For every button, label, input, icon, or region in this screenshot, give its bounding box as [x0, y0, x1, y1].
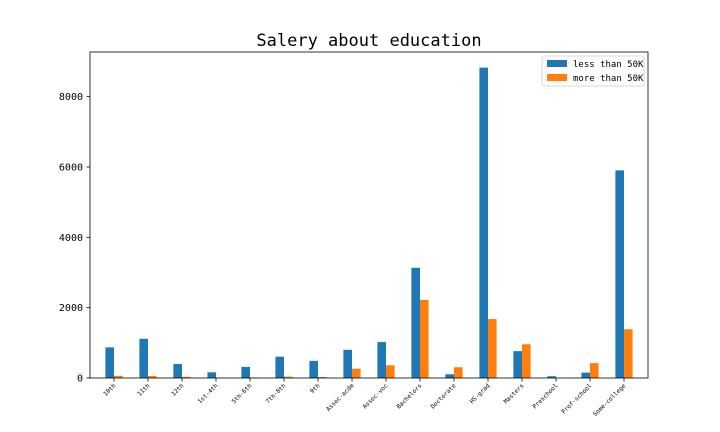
bar-doctorate-less-than-50k [445, 374, 454, 378]
x-tick-label-12th: 12th [170, 382, 185, 397]
x-tick-label-preschool: Preschool [531, 382, 559, 410]
bar-11th-less-than-50k [139, 338, 148, 378]
x-tick-label-hs-grad: HS-grad [469, 382, 492, 405]
legend: less than 50K more than 50K [541, 55, 645, 87]
bar-bachelors-less-than-50k [411, 267, 420, 378]
bar-9th-less-than-50k [309, 360, 318, 378]
bar-masters-more-than-50k [522, 344, 531, 378]
x-tick-label-1st-4th: 1st-4th [197, 382, 220, 405]
legend-label-more-than-50k: more than 50K [573, 74, 644, 84]
x-tick-label-11th: 11th [136, 382, 151, 397]
bar-12th-less-than-50k [173, 363, 182, 378]
y-tick-label: 4000 [59, 233, 83, 244]
x-tick-label-assoc-voc: Assoc-voc [361, 382, 389, 410]
bar-prof-school-more-than-50k [590, 363, 599, 378]
bar-assoc-voc-more-than-50k [386, 365, 395, 378]
x-tick-label-assoc-acdm: Assoc-acdm [325, 382, 356, 413]
bar-hs-grad-less-than-50k [479, 67, 488, 379]
bar-some-college-more-than-50k [624, 329, 633, 378]
bar-7th-8th-more-than-50k [284, 376, 293, 378]
bar-some-college-less-than-50k [615, 170, 624, 378]
bar-masters-less-than-50k [513, 351, 522, 378]
y-tick-label: 0 [77, 374, 83, 385]
bar-1st-4th-less-than-50k [207, 372, 216, 378]
y-tick-label: 6000 [59, 162, 83, 173]
x-tick-label-9th: 9th [309, 382, 322, 395]
x-tick-label-doctorate: Doctorate [429, 382, 457, 410]
bar-assoc-acdm-more-than-50k [352, 368, 361, 378]
bar-assoc-acdm-less-than-50k [343, 349, 352, 378]
bar-prof-school-less-than-50k [581, 372, 590, 378]
bar-7th-8th-less-than-50k [275, 356, 284, 378]
y-tick-label: 8000 [59, 92, 83, 103]
bar-hs-grad-more-than-50k [488, 319, 497, 378]
bar-12th-more-than-50k [182, 376, 191, 378]
x-tick-label-7th-8th: 7th-8th [265, 382, 288, 405]
plot-frame [89, 51, 649, 379]
bar-11th-more-than-50k [148, 375, 157, 378]
x-tick-label-bachelors: Bachelors [395, 382, 423, 410]
x-tick-label-5th-6th: 5th-6th [231, 382, 254, 405]
x-tick-label-10th: 10th [102, 382, 117, 397]
legend-swatch-less-than-50k [547, 60, 567, 67]
legend-label-less-than-50k: less than 50K [573, 60, 644, 70]
bar-9th-more-than-50k [318, 377, 327, 378]
x-tick-label-prof-school: Prof-school [560, 382, 593, 415]
bars-layer [105, 67, 633, 379]
bar-assoc-voc-less-than-50k [377, 342, 386, 378]
x-tick-label-masters: Masters [503, 382, 526, 405]
y-tick-label: 2000 [59, 303, 83, 314]
legend-box [541, 55, 645, 87]
legend-swatch-more-than-50k [547, 74, 567, 81]
bar-10th-more-than-50k [114, 375, 123, 378]
bar-5th-6th-less-than-50k [241, 366, 250, 378]
bar-10th-less-than-50k [105, 347, 114, 378]
x-tick-label-some-college: Some-college [592, 382, 628, 418]
chart-title: Salery about education [256, 31, 481, 51]
bar-bachelors-more-than-50k [420, 299, 429, 378]
bar-preschool-less-than-50k [547, 376, 556, 378]
bar-doctorate-more-than-50k [454, 367, 463, 378]
